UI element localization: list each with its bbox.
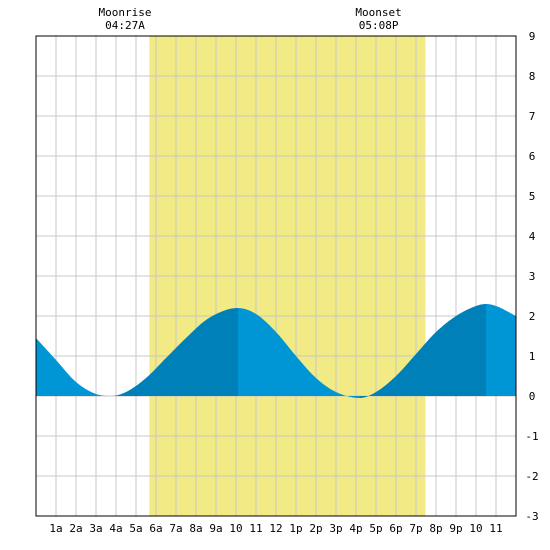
x-tick-label: 11	[249, 522, 262, 535]
tide-area-segment	[111, 308, 238, 396]
x-tick-label: 1p	[289, 522, 302, 535]
y-tick-label: 6	[529, 150, 536, 163]
x-tick-label: 11	[489, 522, 502, 535]
moon-event-time: 04:27A	[105, 19, 145, 32]
y-tick-label: 9	[529, 30, 536, 43]
moon-event-label: Moonrise	[99, 6, 152, 19]
x-tick-label: 3p	[329, 522, 342, 535]
x-tick-label: 2a	[69, 522, 82, 535]
moon-event-time: 05:08P	[359, 19, 399, 32]
tide-area-segment	[36, 338, 111, 396]
x-tick-label: 8a	[189, 522, 202, 535]
tide-area-segment	[486, 304, 516, 396]
plot-frame	[35, 35, 517, 517]
x-tick-label: 3a	[89, 522, 102, 535]
x-tick-label: 5p	[369, 522, 382, 535]
x-tick-label: 9a	[209, 522, 222, 535]
y-tick-label: -1	[525, 430, 538, 443]
x-tick-label: 6p	[389, 522, 402, 535]
y-tick-label: -2	[525, 470, 538, 483]
x-tick-label: 4p	[349, 522, 362, 535]
x-tick-label: 8p	[429, 522, 442, 535]
x-tick-label: 7p	[409, 522, 422, 535]
tide-area-segment	[360, 304, 486, 398]
y-tick-label: 8	[529, 70, 536, 83]
x-tick-label: 12	[269, 522, 282, 535]
y-tick-label: 7	[529, 110, 536, 123]
x-tick-label: 1a	[49, 522, 62, 535]
x-tick-label: 4a	[109, 522, 122, 535]
y-tick-label: 5	[529, 190, 536, 203]
x-tick-label: 10	[229, 522, 242, 535]
y-tick-label: 3	[529, 270, 536, 283]
x-tick-label: 7a	[169, 522, 182, 535]
x-tick-label: 5a	[129, 522, 142, 535]
y-tick-label: -3	[525, 510, 538, 523]
x-tick-label: 9p	[449, 522, 462, 535]
tide-area-segment	[238, 308, 360, 398]
y-tick-label: 2	[529, 310, 536, 323]
x-tick-label: 10	[469, 522, 482, 535]
x-tick-label: 6a	[149, 522, 162, 535]
y-tick-label: 1	[529, 350, 536, 363]
y-tick-label: 4	[529, 230, 536, 243]
moon-event-label: Moonset	[355, 6, 401, 19]
y-tick-label: 0	[529, 390, 536, 403]
x-tick-label: 2p	[309, 522, 322, 535]
